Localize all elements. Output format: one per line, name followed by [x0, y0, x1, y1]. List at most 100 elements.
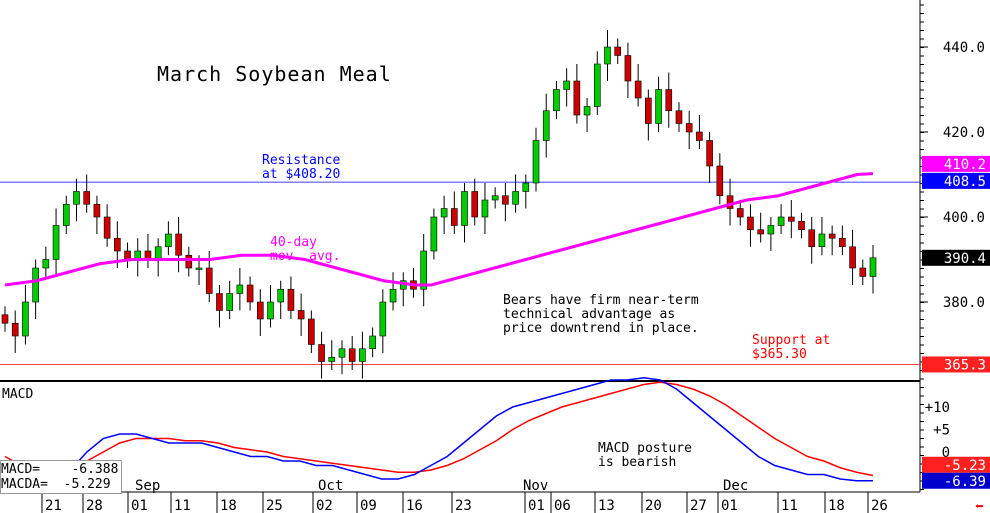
x-tick-label: 02 — [316, 498, 333, 513]
candle-body — [195, 267, 203, 270]
macd-tick-label: 0 — [942, 445, 950, 461]
candle-body — [706, 140, 713, 167]
candle-body — [430, 216, 438, 252]
candle-body — [788, 216, 795, 222]
candle-body — [359, 348, 366, 362]
x-tick-label: 01 — [528, 498, 545, 513]
candle-body — [236, 284, 244, 294]
candle-body — [869, 257, 877, 277]
candle-body — [175, 233, 182, 256]
candle-body — [665, 89, 673, 112]
candle-body — [634, 80, 642, 99]
macd-tick-label: +5 — [933, 423, 950, 439]
candle-body — [757, 229, 764, 235]
candle-body — [583, 106, 591, 116]
candle-body — [287, 288, 295, 311]
candle-body — [777, 216, 785, 226]
x-tick-label: 01 — [131, 498, 148, 513]
candle-body — [696, 131, 703, 141]
x-tick-label: 11 — [781, 498, 798, 513]
resistance-price-tag: 408.5 — [944, 174, 986, 190]
candle-body — [624, 55, 632, 82]
candle-body — [22, 301, 29, 337]
last-price-tag: 390.4 — [944, 251, 986, 267]
chart-title: March Soybean Meal — [157, 62, 392, 86]
candle-body — [185, 254, 193, 269]
ma-price-tag-bg — [922, 155, 990, 172]
candle-body — [226, 293, 233, 311]
macd-value: MACD= -6.388 — [1, 462, 119, 477]
candle-body — [440, 208, 448, 218]
candle-body — [593, 63, 601, 107]
x-tick-label: 26 — [871, 498, 888, 513]
candle-body — [318, 344, 325, 362]
macd-title: MACD — [2, 387, 34, 402]
candle-body — [736, 208, 744, 218]
candle-body — [522, 182, 530, 192]
x-tick-label: 20 — [645, 498, 662, 513]
candle-body — [32, 267, 39, 303]
candle-body — [818, 233, 826, 248]
candle-body — [93, 203, 101, 218]
candle-body — [114, 237, 121, 252]
candle-body — [747, 216, 754, 231]
candle-body — [389, 288, 397, 303]
candle-body — [828, 233, 836, 239]
candle-body — [216, 293, 223, 311]
macda-tag-bg — [922, 456, 990, 473]
macda-tag: -5.23 — [944, 458, 986, 474]
candle-body — [297, 310, 305, 320]
month-label: Nov — [523, 478, 548, 494]
ma-annotation: 40-day mov. avg. — [270, 235, 341, 264]
candle-body — [246, 284, 254, 303]
candle-body — [73, 191, 80, 205]
candle-body — [277, 288, 285, 303]
price-tick-label: 380.0 — [943, 295, 985, 311]
x-tick-label: 13 — [598, 498, 615, 513]
candle-body — [369, 335, 376, 350]
macd-tag-bg — [922, 472, 990, 489]
candle-body — [542, 110, 550, 141]
month-label: Dec — [723, 478, 748, 494]
x-tick-label: 25 — [266, 498, 283, 513]
candle-body — [645, 97, 652, 124]
ma40-line — [4, 172, 874, 287]
resistance-annotation: Resistance at $408.20 — [262, 153, 341, 182]
candle-body — [348, 348, 356, 362]
candle-body — [461, 191, 468, 226]
candle-body — [767, 225, 775, 235]
macd-tag: -6.39 — [944, 474, 986, 490]
candle-body — [512, 191, 519, 205]
support-annotation: Support at $365.30 — [752, 333, 831, 362]
price-tick-label: 440.0 — [943, 40, 985, 56]
candle-body — [267, 301, 274, 320]
candle-body — [420, 250, 427, 290]
x-tick-label: 27 — [690, 498, 707, 513]
candle-body — [532, 140, 540, 184]
month-label: Oct — [318, 478, 343, 494]
x-tick-label: 09 — [360, 498, 377, 513]
x-tick-label: 01 — [721, 498, 738, 513]
candle-body — [839, 237, 846, 248]
candle-body — [491, 195, 499, 201]
x-tick-label: 18 — [828, 498, 845, 513]
candle-body — [338, 348, 346, 358]
candle-body — [52, 225, 60, 260]
x-tick-label: 23 — [455, 498, 472, 513]
candle-body — [808, 229, 816, 248]
macda-value: MACDA= -5.229 — [1, 477, 111, 492]
candle-body — [675, 110, 683, 124]
macd-values-box: MACD= -6.388 MACDA= -5.229 — [0, 460, 122, 494]
price-tick-label: 420.0 — [943, 125, 985, 141]
candle-body — [563, 80, 570, 90]
macd-line — [4, 376, 873, 482]
candle-body — [685, 123, 693, 133]
candle-body — [471, 191, 479, 218]
candle-body — [798, 220, 805, 231]
candle-body — [205, 267, 213, 294]
candle-body — [614, 46, 622, 56]
macd-posture-annotation: MACD posture is bearish — [598, 441, 692, 470]
resistance-price-tag-bg — [922, 172, 990, 189]
